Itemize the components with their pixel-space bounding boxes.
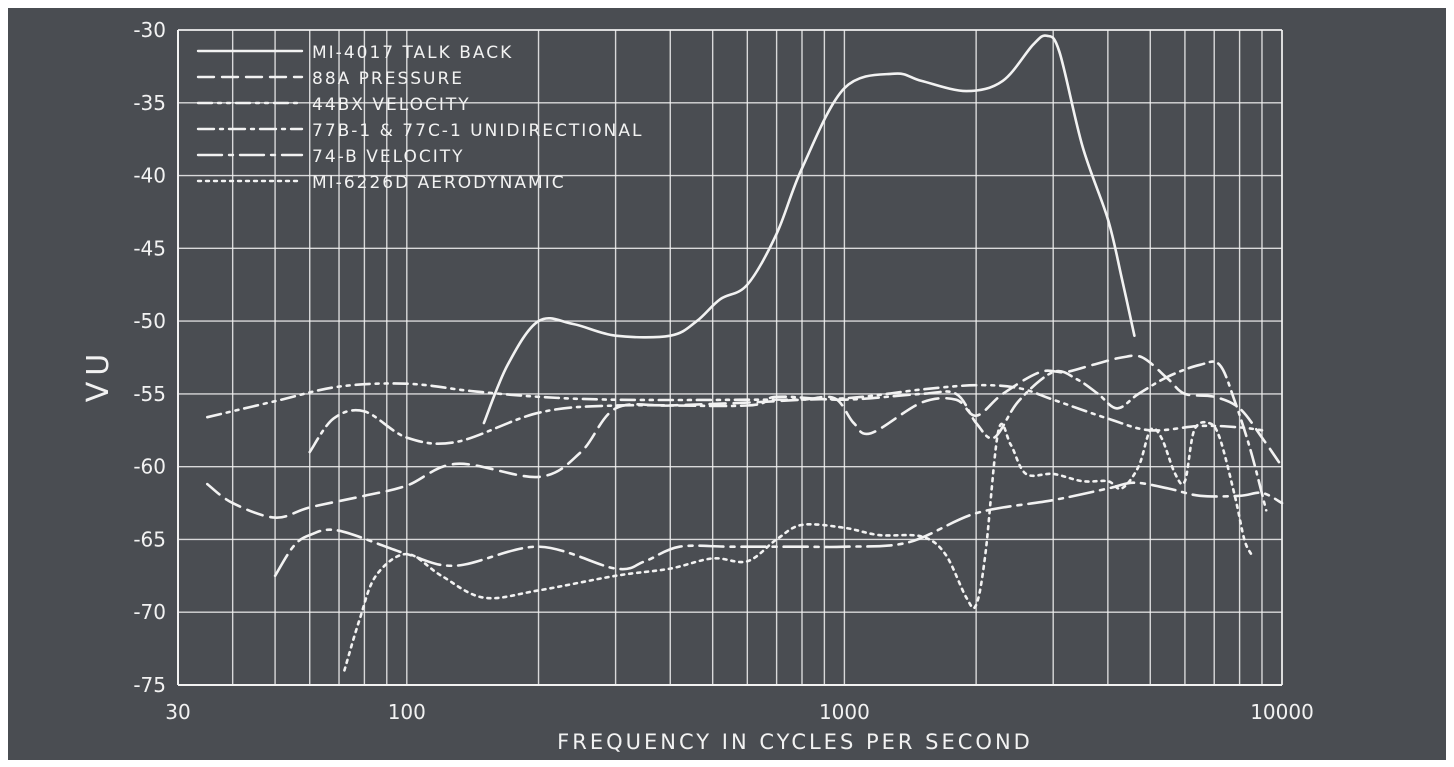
legend-label-4: 77B-1 & 77C-1 UNIDIRECTIONAL (312, 121, 643, 141)
series-lines (206, 34, 1284, 672)
legend-label-1: MI-4017 TALK BACK (312, 43, 513, 63)
y-axis-label: VU (81, 348, 116, 402)
tick-labels: -30 -35 -40 -45 -50 -55 -60 -65 -70 -75 30 100 1000 1… (133, 18, 1313, 724)
y-tick-label: -45 (133, 236, 166, 260)
series-line-5 (273, 481, 1284, 578)
series-line-2 (206, 354, 1284, 519)
legend-label-2: 88A PRESSURE (312, 69, 464, 89)
x-tick-label: 10000 (1250, 700, 1314, 724)
y-tick-label: -65 (133, 527, 166, 551)
series-line-4 (308, 360, 1268, 512)
y-tick-label: -30 (133, 18, 166, 42)
legend-label-6: MI-6226D AERODYNAMIC (312, 173, 566, 193)
y-tick-label: -75 (133, 673, 166, 697)
legend-label-3: 44BX VELOCITY (312, 95, 471, 115)
y-tick-label: -60 (133, 455, 166, 479)
y-tick-label: -70 (133, 600, 166, 624)
legend-label-5: 74-B VELOCITY (312, 147, 465, 167)
series-line-6 (343, 420, 1253, 672)
x-tick-label: 30 (165, 700, 190, 724)
y-tick-label: -35 (133, 91, 166, 115)
y-tick-label: -55 (133, 382, 166, 406)
legend: MI-4017 TALK BACK 88A PRESSURE 44BX VELOCI… (196, 43, 643, 193)
chart-background (8, 8, 1446, 760)
y-tick-label: -40 (133, 164, 166, 188)
x-axis-label: FREQUENCY IN CYCLES PER SECOND (557, 730, 1033, 754)
x-tick-label: 1000 (819, 700, 870, 724)
series-line-1 (482, 34, 1136, 425)
y-tick-label: -50 (133, 309, 166, 333)
x-tick-label: 100 (388, 700, 426, 724)
